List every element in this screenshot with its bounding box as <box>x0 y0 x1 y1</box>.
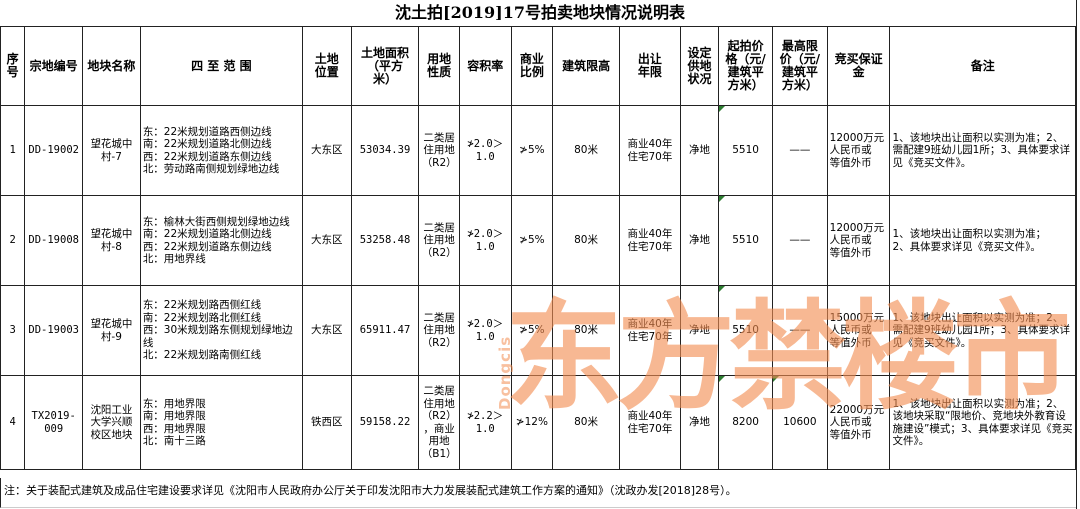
cell-land-use[interactable]: 二类居 住用地 （R2） ，商业 用地 （B1） <box>418 375 460 470</box>
col-header-area[interactable]: 土地面积 （平方 米） <box>350 26 420 106</box>
cell-height-limit[interactable]: 80米 <box>552 285 620 376</box>
cell-land-use[interactable]: 二类居 住用地 （R2） <box>418 285 460 376</box>
cell-land-use[interactable]: 二类居 住用地 （R2） <box>418 105 460 196</box>
cell-seq[interactable]: 2 <box>0 195 26 286</box>
cell-seq[interactable]: 1 <box>0 105 26 196</box>
sheet-right-edge <box>1076 0 1080 509</box>
cell-seq[interactable]: 3 <box>0 285 26 376</box>
cell-term[interactable]: 商业40年 住宅70年 <box>619 285 681 376</box>
col-header-deposit[interactable]: 竞买保证 金 <box>826 26 891 106</box>
cell-boundaries[interactable]: 东：22米规划道路西侧边线 南：22米规划道路北侧边线 西：22米规划道路东侧边… <box>139 105 303 196</box>
cell-deposit[interactable]: 22000万元 人民币或 等值外币 <box>826 375 891 470</box>
cell-boundaries[interactable]: 东：榆林大街西侧规划绿地边线 南：22米规划道路北侧边线 西：22米规划道路东侧… <box>139 195 303 286</box>
cell-parcel-name[interactable]: 望花城中 村-7 <box>82 105 141 196</box>
cell-height-limit[interactable]: 80米 <box>552 195 620 286</box>
cell-location[interactable]: 大东区 <box>301 195 352 286</box>
cell-commercial-ratio[interactable]: ≯12% <box>510 375 554 470</box>
cell-seq[interactable]: 4 <box>0 375 26 470</box>
cell-land-use[interactable]: 二类居 住用地 （R2） <box>418 195 460 286</box>
col-header-far[interactable]: 容积率 <box>458 26 512 106</box>
cell-term[interactable]: 商业40年 住宅70年 <box>619 195 681 286</box>
col-header-max-price[interactable]: 最高限 价（元/ 建筑平 方米） <box>771 26 828 106</box>
cell-parcel-name[interactable]: 沈阳工业 大学兴顺 校区地块 <box>82 375 141 470</box>
cell-commercial-ratio[interactable]: ≯5% <box>510 105 554 196</box>
cell-remarks[interactable]: 1、该地块出让面积以实测为准； 2、具体要求详见《竞买文件》。 <box>889 195 1076 286</box>
col-header-boundaries[interactable]: 四 至 范 围 <box>139 26 303 106</box>
cell-far[interactable]: ≯2.0＞ 1.0 <box>458 195 512 286</box>
cell-area[interactable]: 59158.22 <box>350 375 420 470</box>
col-header-land-use[interactable]: 用地 性质 <box>418 26 460 106</box>
cell-supply-status[interactable]: 净地 <box>679 105 720 196</box>
cell-starting-price[interactable]: 5510 <box>718 285 773 376</box>
col-header-parcel-code[interactable]: 宗地编号 <box>24 26 84 106</box>
col-header-location[interactable]: 土地 位置 <box>301 26 352 106</box>
cell-term[interactable]: 商业40年 住宅70年 <box>619 105 681 196</box>
cell-location[interactable]: 大东区 <box>301 105 352 196</box>
table-row: 1 DD-19002 望花城中 村-7 东：22米规划道路西侧边线 南：22米规… <box>0 105 1076 196</box>
cell-height-limit[interactable]: 80米 <box>552 105 620 196</box>
col-header-commercial-ratio[interactable]: 商业 比例 <box>510 26 554 106</box>
cell-remarks[interactable]: 1、该地块出让面积以实测为准；2、需配建9班幼儿园1所；3、具体要求详见《竞买文… <box>889 285 1076 376</box>
cell-commercial-ratio[interactable]: ≯5% <box>510 195 554 286</box>
cell-location[interactable]: 铁西区 <box>301 375 352 470</box>
land-parcel-table: 序号 宗地编号 地块名称 四 至 范 围 土地 位置 土地面积 （平方 米） 用… <box>0 26 1076 470</box>
col-header-supply-status[interactable]: 设定 供地 状况 <box>679 26 720 106</box>
table-row: 2 DD-19008 望花城中 村-8 东：榆林大街西侧规划绿地边线 南：22米… <box>0 195 1076 286</box>
cell-remarks[interactable]: 1、该地块出让面积以实测为准；2、该地块采取“限地价、竞地块外教育设施建设”模式… <box>889 375 1076 470</box>
cell-height-limit[interactable]: 80米 <box>552 375 620 470</box>
cell-supply-status[interactable]: 净地 <box>679 195 720 286</box>
cell-far[interactable]: ≯2.0＞ 1.0 <box>458 285 512 376</box>
cell-area[interactable]: 65911.47 <box>350 285 420 376</box>
col-header-remarks[interactable]: 备注 <box>889 26 1076 106</box>
cell-location[interactable]: 大东区 <box>301 285 352 376</box>
cell-starting-price[interactable]: 5510 <box>718 195 773 286</box>
cell-starting-price[interactable]: 5510 <box>718 105 773 196</box>
cell-supply-status[interactable]: 净地 <box>679 285 720 376</box>
cell-deposit[interactable]: 12000万元 人民币或 等值外币 <box>826 105 891 196</box>
col-header-height-limit[interactable]: 建筑限高 <box>552 26 620 106</box>
cell-parcel-code[interactable]: DD-19002 <box>24 105 84 196</box>
col-header-term[interactable]: 出让 年限 <box>619 26 681 106</box>
cell-parcel-code[interactable]: DD-19003 <box>24 285 84 376</box>
cell-far[interactable]: ≯2.0＞ 1.0 <box>458 105 512 196</box>
cell-parcel-name[interactable]: 望花城中 村-9 <box>82 285 141 376</box>
cell-max-price[interactable]: —— <box>771 105 828 196</box>
cell-max-price[interactable]: 10600 <box>771 375 828 470</box>
cell-parcel-code[interactable]: DD-19008 <box>24 195 84 286</box>
cell-starting-price[interactable]: 8200 <box>718 375 773 470</box>
cell-area[interactable]: 53034.39 <box>350 105 420 196</box>
col-header-seq[interactable]: 序号 <box>0 26 26 106</box>
cell-parcel-name[interactable]: 望花城中 村-8 <box>82 195 141 286</box>
table-row: 3 DD-19003 望花城中 村-9 东：22米规划路西侧红线 南：22米规划… <box>0 285 1076 376</box>
table-row: 4 TX2019- 009 沈阳工业 大学兴顺 校区地块 东：用地界限 南：用地… <box>0 375 1076 470</box>
cell-term[interactable]: 商业40年 住宅70年 <box>619 375 681 470</box>
cell-deposit[interactable]: 12000万元 人民币或 等值外币 <box>826 195 891 286</box>
table-title: 沈土拍[2019]17号拍卖地块情况说明表 <box>0 0 1080 27</box>
footnote: 注：关于装配式建筑及成品住宅建设要求详见《沈阳市人民政府办公厅关于印发沈阳市大力… <box>0 478 1076 508</box>
cell-area[interactable]: 53258.48 <box>350 195 420 286</box>
cell-remarks[interactable]: 1、该地块出让面积以实测为准；2、需配建9班幼儿园1所；3、具体要求详见《竞买文… <box>889 105 1076 196</box>
cell-boundaries[interactable]: 东：22米规划路西侧红线 南：22米规划路北侧红线 西：30米规划路东侧规划绿地… <box>139 285 303 376</box>
cell-deposit[interactable]: 15000万元 人民币或 等值外币 <box>826 285 891 376</box>
cell-boundaries[interactable]: 东：用地界限 南：用地界限 西：用地界限 北：南十三路 <box>139 375 303 470</box>
cell-far[interactable]: ≯2.2＞ 1.0 <box>458 375 512 470</box>
header-row: 序号 宗地编号 地块名称 四 至 范 围 土地 位置 土地面积 （平方 米） 用… <box>0 26 1076 106</box>
cell-commercial-ratio[interactable]: ≯5% <box>510 285 554 376</box>
col-header-parcel-name[interactable]: 地块名称 <box>82 26 141 106</box>
cell-max-price[interactable]: —— <box>771 195 828 286</box>
cell-max-price[interactable]: —— <box>771 285 828 376</box>
cell-parcel-code[interactable]: TX2019- 009 <box>24 375 84 470</box>
cell-supply-status[interactable]: 净地 <box>679 375 720 470</box>
col-header-starting-price[interactable]: 起拍价 格（元/ 建筑平 方米） <box>718 26 773 106</box>
